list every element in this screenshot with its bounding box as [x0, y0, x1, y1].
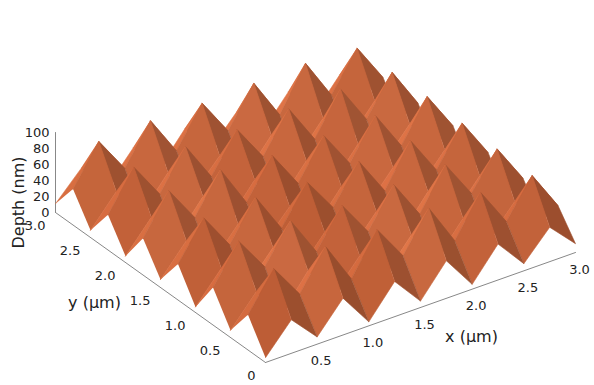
- svg-text:0: 0: [41, 205, 49, 220]
- svg-text:2.0: 2.0: [466, 298, 487, 313]
- svg-text:y (µm): y (µm): [68, 293, 121, 312]
- svg-text:0.5: 0.5: [200, 343, 221, 358]
- svg-text:Depth (nm): Depth (nm): [9, 156, 28, 248]
- svg-text:2.5: 2.5: [517, 280, 538, 295]
- svg-text:2.0: 2.0: [95, 268, 116, 283]
- svg-text:x (µm): x (µm): [445, 327, 498, 346]
- svg-text:1.5: 1.5: [414, 317, 435, 332]
- svg-text:0.5: 0.5: [311, 353, 332, 368]
- svg-text:60: 60: [33, 157, 50, 172]
- svg-text:1.5: 1.5: [130, 293, 151, 308]
- svg-text:100: 100: [25, 125, 50, 140]
- svg-text:80: 80: [33, 141, 50, 156]
- svg-text:20: 20: [33, 189, 50, 204]
- svg-text:1.0: 1.0: [165, 318, 186, 333]
- svg-text:40: 40: [33, 173, 50, 188]
- svg-text:3.0: 3.0: [569, 262, 590, 277]
- svg-text:1.0: 1.0: [362, 335, 383, 350]
- svg-text:3.0: 3.0: [25, 218, 46, 233]
- svg-text:0: 0: [247, 368, 255, 383]
- svg-text:2.5: 2.5: [60, 243, 81, 258]
